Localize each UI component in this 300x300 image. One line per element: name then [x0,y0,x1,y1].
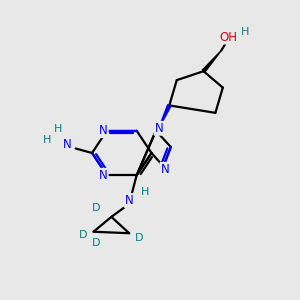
Polygon shape [158,105,171,129]
Text: N: N [125,194,134,207]
Text: H: H [141,187,150,196]
Text: N: N [99,124,108,137]
Text: OH: OH [220,31,238,44]
Text: D: D [92,238,101,248]
Text: D: D [92,203,101,213]
Text: H: H [43,136,52,146]
Text: H: H [241,27,249,37]
Text: D: D [79,230,87,240]
Text: H: H [54,124,62,134]
Polygon shape [202,50,221,72]
Text: N: N [62,138,71,151]
Text: N: N [154,122,163,135]
Text: N: N [99,169,108,182]
Text: D: D [135,233,144,243]
Text: N: N [160,163,169,176]
